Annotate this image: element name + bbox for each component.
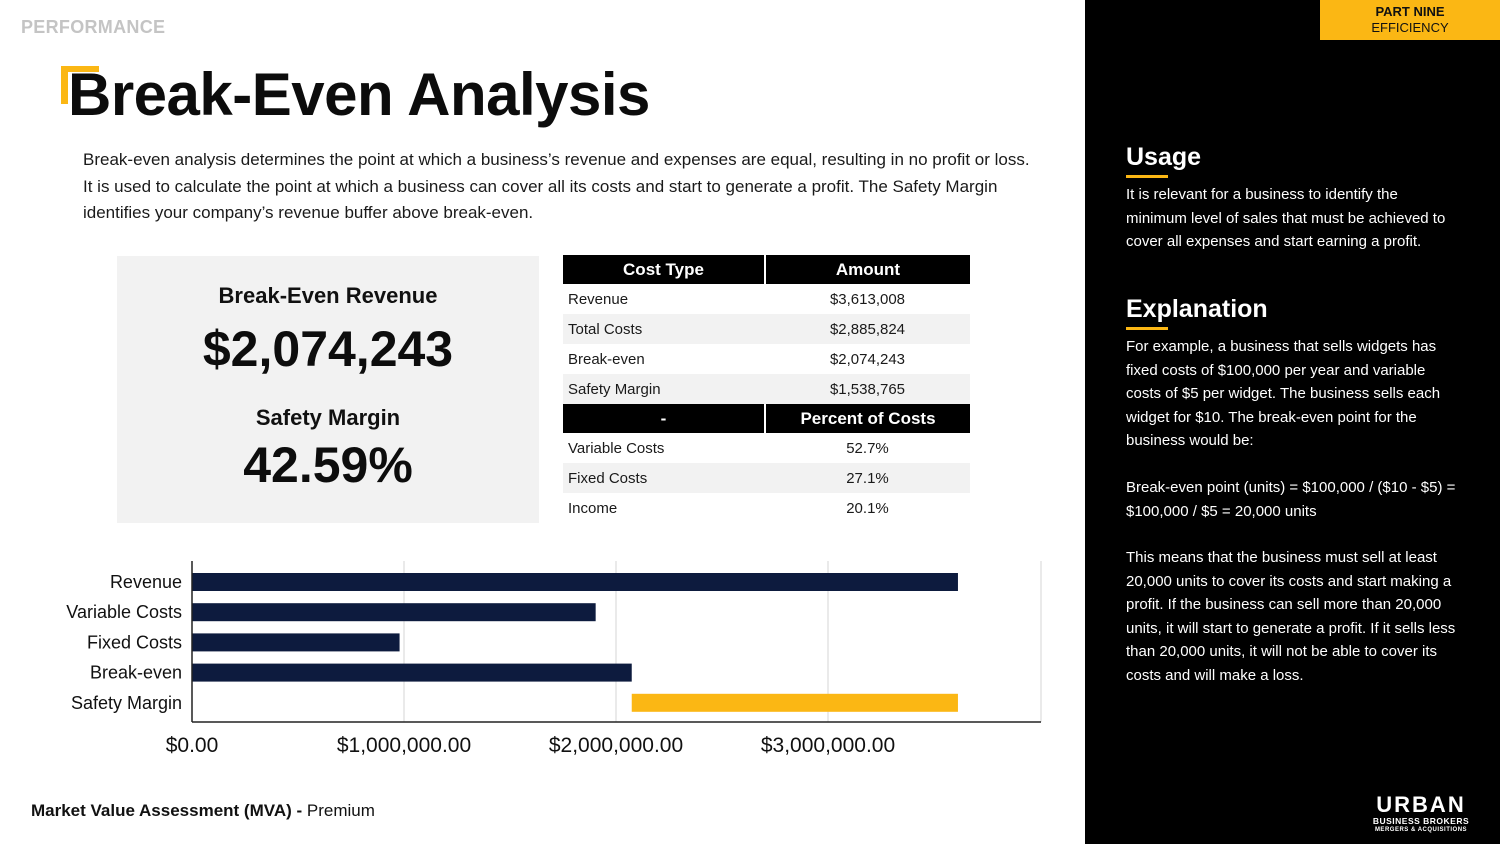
usage-text: It is relevant for a business to identif… [1126,186,1446,250]
safety-margin-label: Safety Margin [255,405,401,430]
explanation-heading: Explanation [1126,295,1268,323]
breakeven-revenue-value: $2,074,243 [202,321,454,377]
logo-sub-text-2: MERGERS & ACQUISITIONS [1374,827,1468,833]
logo-sub-text-1: BUSINESS BROKERS [1372,816,1470,826]
bar [192,573,958,591]
breakeven-bar-chart: Revenue Variable Costs Fixed Costs Break-ev… [66,561,1042,757]
table-row: Safety Margin $1,538,765 [563,374,970,404]
accent-corner-icon [61,66,99,104]
usage-underline [1126,175,1168,178]
category-label: Safety Margin [71,693,182,713]
category-label: Break-even [90,663,182,683]
x-tick-label: $3,000,000.00 [761,734,895,757]
table-row: Fixed Costs 27.1% [563,463,970,493]
footer-normal: Premium [306,801,375,820]
table-row: Total Costs $2,885,824 [563,314,970,344]
explanation-paragraph-1: For example, a business that sells widge… [1126,338,1441,449]
table-cell-value: $3,613,008 [829,290,906,308]
table-cell-value: $2,885,824 [765,314,970,344]
usage-heading: Usage [1126,143,1202,171]
table-cell-value: 52.7% [846,439,889,457]
bar [192,603,596,622]
cost-table: Cost Type Amount Revenue $3,613,008 Tota… [563,255,970,523]
bar [192,663,632,682]
safety-margin-value: 42.59% [243,437,413,493]
urban-logo: URBAN BUSINESS BROKERS MERGERS & ACQUISI… [1365,794,1477,834]
kpi-card: Break-Even Revenue $2,074,243 Safety Mar… [117,256,539,523]
table-cell-value: $1,538,765 [765,374,970,404]
category-label: Variable Costs [66,602,182,622]
explanation-paragraph-2: Break-even point (units) = $100,000 / ($… [1126,479,1456,520]
x-tick-label: $2,000,000.00 [549,734,683,757]
logo-main-text: URBAN [1376,792,1466,817]
part-badge: PART NINE EFFICIENCY [1320,0,1500,40]
x-tick-label: $1,000,000.00 [337,734,471,757]
table-row: Variable Costs 52.7% [563,433,970,463]
table-cell-label: Total Costs [563,314,765,344]
table-cell-label: Fixed Costs [563,463,765,493]
page-title: Break-Even Analysis [68,61,650,128]
table-row: Income 20.1% [563,493,970,523]
explanation-paragraph-3: This means that the business must sell a… [1126,549,1456,684]
table-cell-value: 27.1% [765,463,970,493]
table-cell-label: Safety Margin [563,374,765,404]
table-header-dash: - [563,404,766,433]
table-row: Revenue $3,613,008 [563,284,970,314]
category-label: Revenue [110,572,182,592]
table-header-cost-type: Cost Type [563,255,766,284]
category-label: Fixed Costs [87,632,182,652]
bar [192,633,400,652]
table-cell-value: 20.1% [846,499,889,517]
table-header-percent: Percent of Costs [765,404,970,433]
table-header-amount: Amount [765,255,970,284]
table-cell-label: Income [568,499,618,517]
x-tick-label: $0.00 [166,734,219,757]
part-badge-line2: EFFICIENCY [1371,20,1449,35]
intro-text: Break-even analysis determines the point… [83,150,1030,222]
part-badge-line1: PART NINE [1375,4,1445,19]
footer: Market Value Assessment (MVA) - Premium [31,801,375,821]
sidebar: PART NINE EFFICIENCY Usage It is relevan… [1085,0,1500,844]
table-cell-value: $2,074,243 [829,350,906,368]
table-cell-label: Break-even [568,350,645,368]
table-cell-label: Revenue [568,290,629,308]
footer-bold: Market Value Assessment (MVA) - [31,801,303,820]
bar [631,693,958,712]
section-label: PERFORMANCE [21,17,166,37]
breakeven-revenue-label: Break-Even Revenue [218,283,438,308]
table-cell-label: Variable Costs [568,439,665,457]
table-row: Break-even $2,074,243 [563,344,970,374]
explanation-underline [1126,327,1168,330]
